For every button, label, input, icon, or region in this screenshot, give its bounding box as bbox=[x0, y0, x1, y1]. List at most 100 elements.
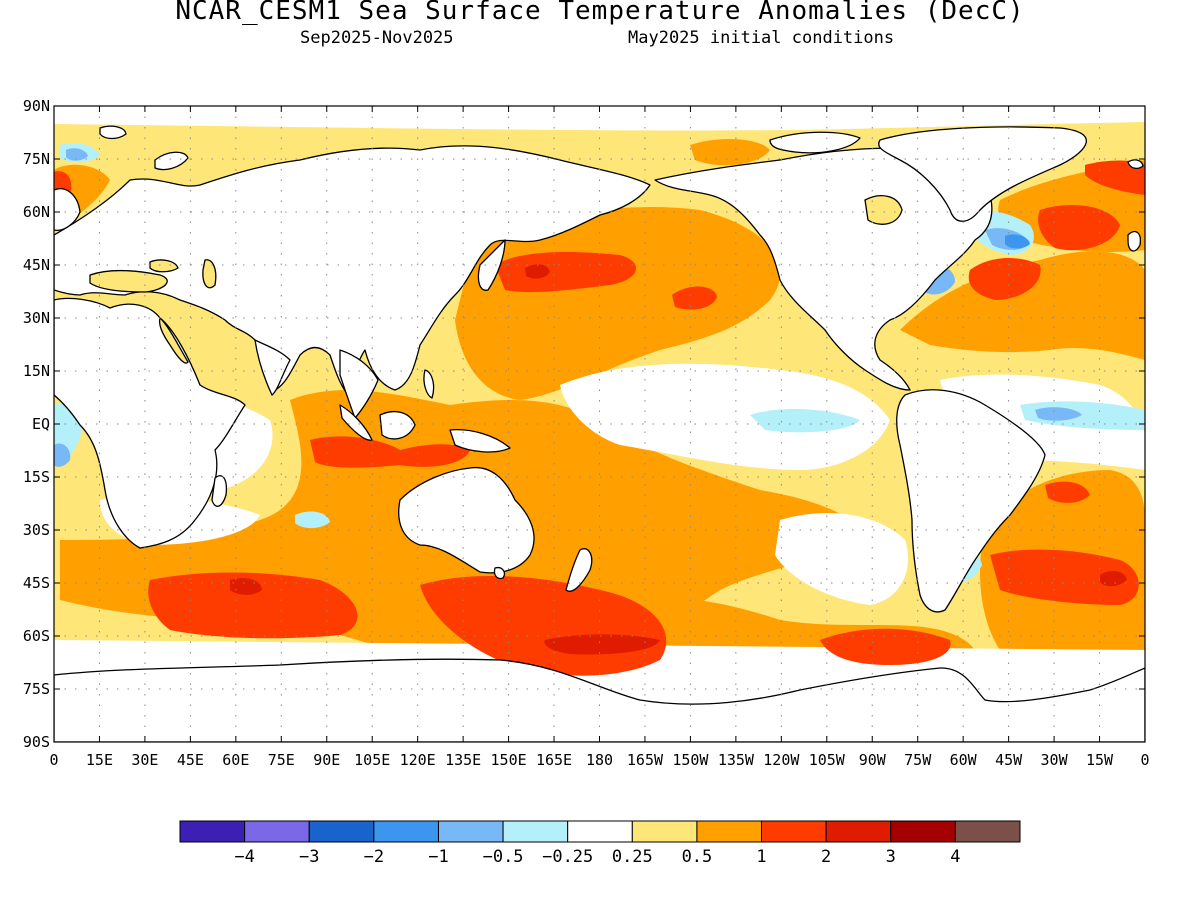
lat-label: 60S bbox=[23, 627, 50, 645]
land-south-america bbox=[896, 389, 1046, 613]
colorbar-swatch bbox=[825, 820, 892, 843]
land-africa bbox=[54, 297, 246, 549]
lon-label: 105W bbox=[809, 751, 846, 769]
lon-label: 30W bbox=[1041, 751, 1069, 769]
field-orange-arctic-pacific bbox=[690, 138, 770, 166]
lon-label: 0 bbox=[1140, 751, 1149, 769]
land-japan bbox=[477, 239, 506, 291]
colorbar-swatch bbox=[502, 820, 569, 843]
land-madagascar bbox=[211, 475, 228, 507]
lon-label: 90W bbox=[859, 751, 887, 769]
field-red-indonesia bbox=[310, 436, 470, 468]
field-red-labrador bbox=[1038, 205, 1120, 251]
colorbar-label: 2 bbox=[821, 847, 831, 867]
field-lightblue-equator-pacific bbox=[750, 408, 860, 433]
colorbar-swatch bbox=[631, 820, 698, 843]
land-hudson-bay bbox=[864, 195, 903, 225]
land-philippines bbox=[423, 369, 435, 399]
land-antarctica bbox=[54, 658, 1145, 742]
field-darkred-southern bbox=[544, 634, 660, 655]
land-new-guinea bbox=[449, 429, 511, 453]
lat-label: 90N bbox=[23, 97, 50, 115]
longitude-labels: 0 15E 30E 45E 60E 75E 90E 105E 120E 135E 150E 165E 1… bbox=[49, 751, 1149, 769]
field-blue-tropical-atlantic bbox=[1035, 407, 1082, 421]
field-white-arctic bbox=[54, 106, 1145, 131]
land-arctic-islands bbox=[769, 131, 861, 154]
land-red-sea bbox=[158, 317, 189, 364]
latitude-labels: 90N 75N 60N 45N 30N 15N EQ 15S 30S 45S 60S 75S 90S bbox=[23, 97, 50, 751]
colorbar-label: 3 bbox=[886, 847, 896, 867]
colorbar-swatch bbox=[761, 820, 827, 843]
lat-label: 90S bbox=[23, 733, 50, 751]
lat-label: 15S bbox=[23, 468, 50, 486]
colorbar-swatch bbox=[179, 820, 246, 843]
colorbar-swatch bbox=[890, 820, 956, 843]
colorbar-label: 0.25 bbox=[612, 847, 653, 867]
colorbar-swatch bbox=[308, 820, 375, 843]
field-blue-west-africa bbox=[54, 443, 71, 467]
land-indochina bbox=[339, 349, 379, 419]
field-darkred-south-indian bbox=[230, 578, 262, 595]
forecast-period: Sep2025-Nov2025 bbox=[300, 28, 454, 48]
lat-label: 30S bbox=[23, 521, 50, 539]
land-svalbard bbox=[99, 125, 127, 140]
field-red-southeast-pacific bbox=[820, 628, 951, 665]
colorbar-label: −1 bbox=[428, 847, 448, 867]
lat-label: 75S bbox=[23, 680, 50, 698]
land-eurasia bbox=[54, 145, 651, 396]
colorbar-swatch bbox=[696, 820, 763, 843]
colorbar-label: −0.25 bbox=[542, 847, 593, 867]
field-blue-arctic bbox=[66, 148, 88, 161]
colorbar-swatch bbox=[437, 820, 504, 843]
lon-label: 75E bbox=[268, 751, 295, 769]
colorbar-label: −3 bbox=[299, 847, 319, 867]
lon-label: 120E bbox=[400, 751, 436, 769]
land-novaya-zemlya bbox=[154, 151, 189, 171]
lon-label: 45W bbox=[995, 751, 1023, 769]
colorbar-swatch bbox=[567, 820, 633, 843]
lon-label: 150E bbox=[491, 751, 527, 769]
lat-label: 45N bbox=[23, 256, 50, 274]
field-red-south-atlantic bbox=[990, 549, 1139, 605]
land-new-zealand bbox=[565, 548, 593, 592]
field-white-equatorial-pacific bbox=[560, 363, 890, 470]
colorbar-swatch bbox=[954, 820, 1021, 843]
page-title: NCAR_CESM1 Sea Surface Temperature Anoma… bbox=[175, 0, 1025, 26]
lat-label: EQ bbox=[32, 415, 50, 433]
land-scandinavia bbox=[54, 188, 81, 231]
field-red-south-indian bbox=[148, 572, 358, 639]
axis-ticks bbox=[53, 105, 1146, 743]
field-darkred-atlantic bbox=[1100, 570, 1127, 587]
lon-label: 15E bbox=[86, 751, 113, 769]
colorbar-label: 1 bbox=[756, 847, 766, 867]
colorbar-label: 4 bbox=[950, 847, 960, 867]
lon-label: 180 bbox=[586, 751, 613, 769]
field-red-north-pacific bbox=[672, 286, 717, 310]
field-darkblue-labrador bbox=[1005, 234, 1030, 249]
land-sumatra bbox=[339, 404, 373, 441]
land-borneo bbox=[379, 411, 416, 440]
colorbar-swatch bbox=[244, 820, 310, 843]
lat-label: 45S bbox=[23, 574, 50, 592]
initial-conditions: May2025 initial conditions bbox=[628, 28, 895, 48]
lon-label: 30E bbox=[131, 751, 158, 769]
field-orange-north-atlantic bbox=[900, 251, 1145, 360]
lon-label: 15W bbox=[1086, 751, 1114, 769]
field-darkred-kuroshio bbox=[525, 264, 550, 279]
field-red-north-atlantic bbox=[968, 258, 1041, 300]
lon-label: 90E bbox=[313, 751, 340, 769]
lat-label: 15N bbox=[23, 362, 50, 380]
land-mediterranean-water bbox=[89, 269, 168, 293]
land-australia bbox=[398, 466, 535, 574]
field-red-south-atlantic-2 bbox=[1045, 481, 1090, 503]
lat-label: 60N bbox=[23, 203, 50, 221]
lon-label: 120W bbox=[763, 751, 800, 769]
land-greenland bbox=[878, 126, 1087, 222]
field-red-kuroshio bbox=[495, 252, 637, 293]
lat-lon-grid bbox=[54, 106, 1145, 742]
lon-label: 165W bbox=[627, 751, 664, 769]
lon-label: 45E bbox=[177, 751, 204, 769]
land-uk bbox=[1127, 231, 1141, 252]
colorbar-label: 0.5 bbox=[682, 847, 713, 867]
